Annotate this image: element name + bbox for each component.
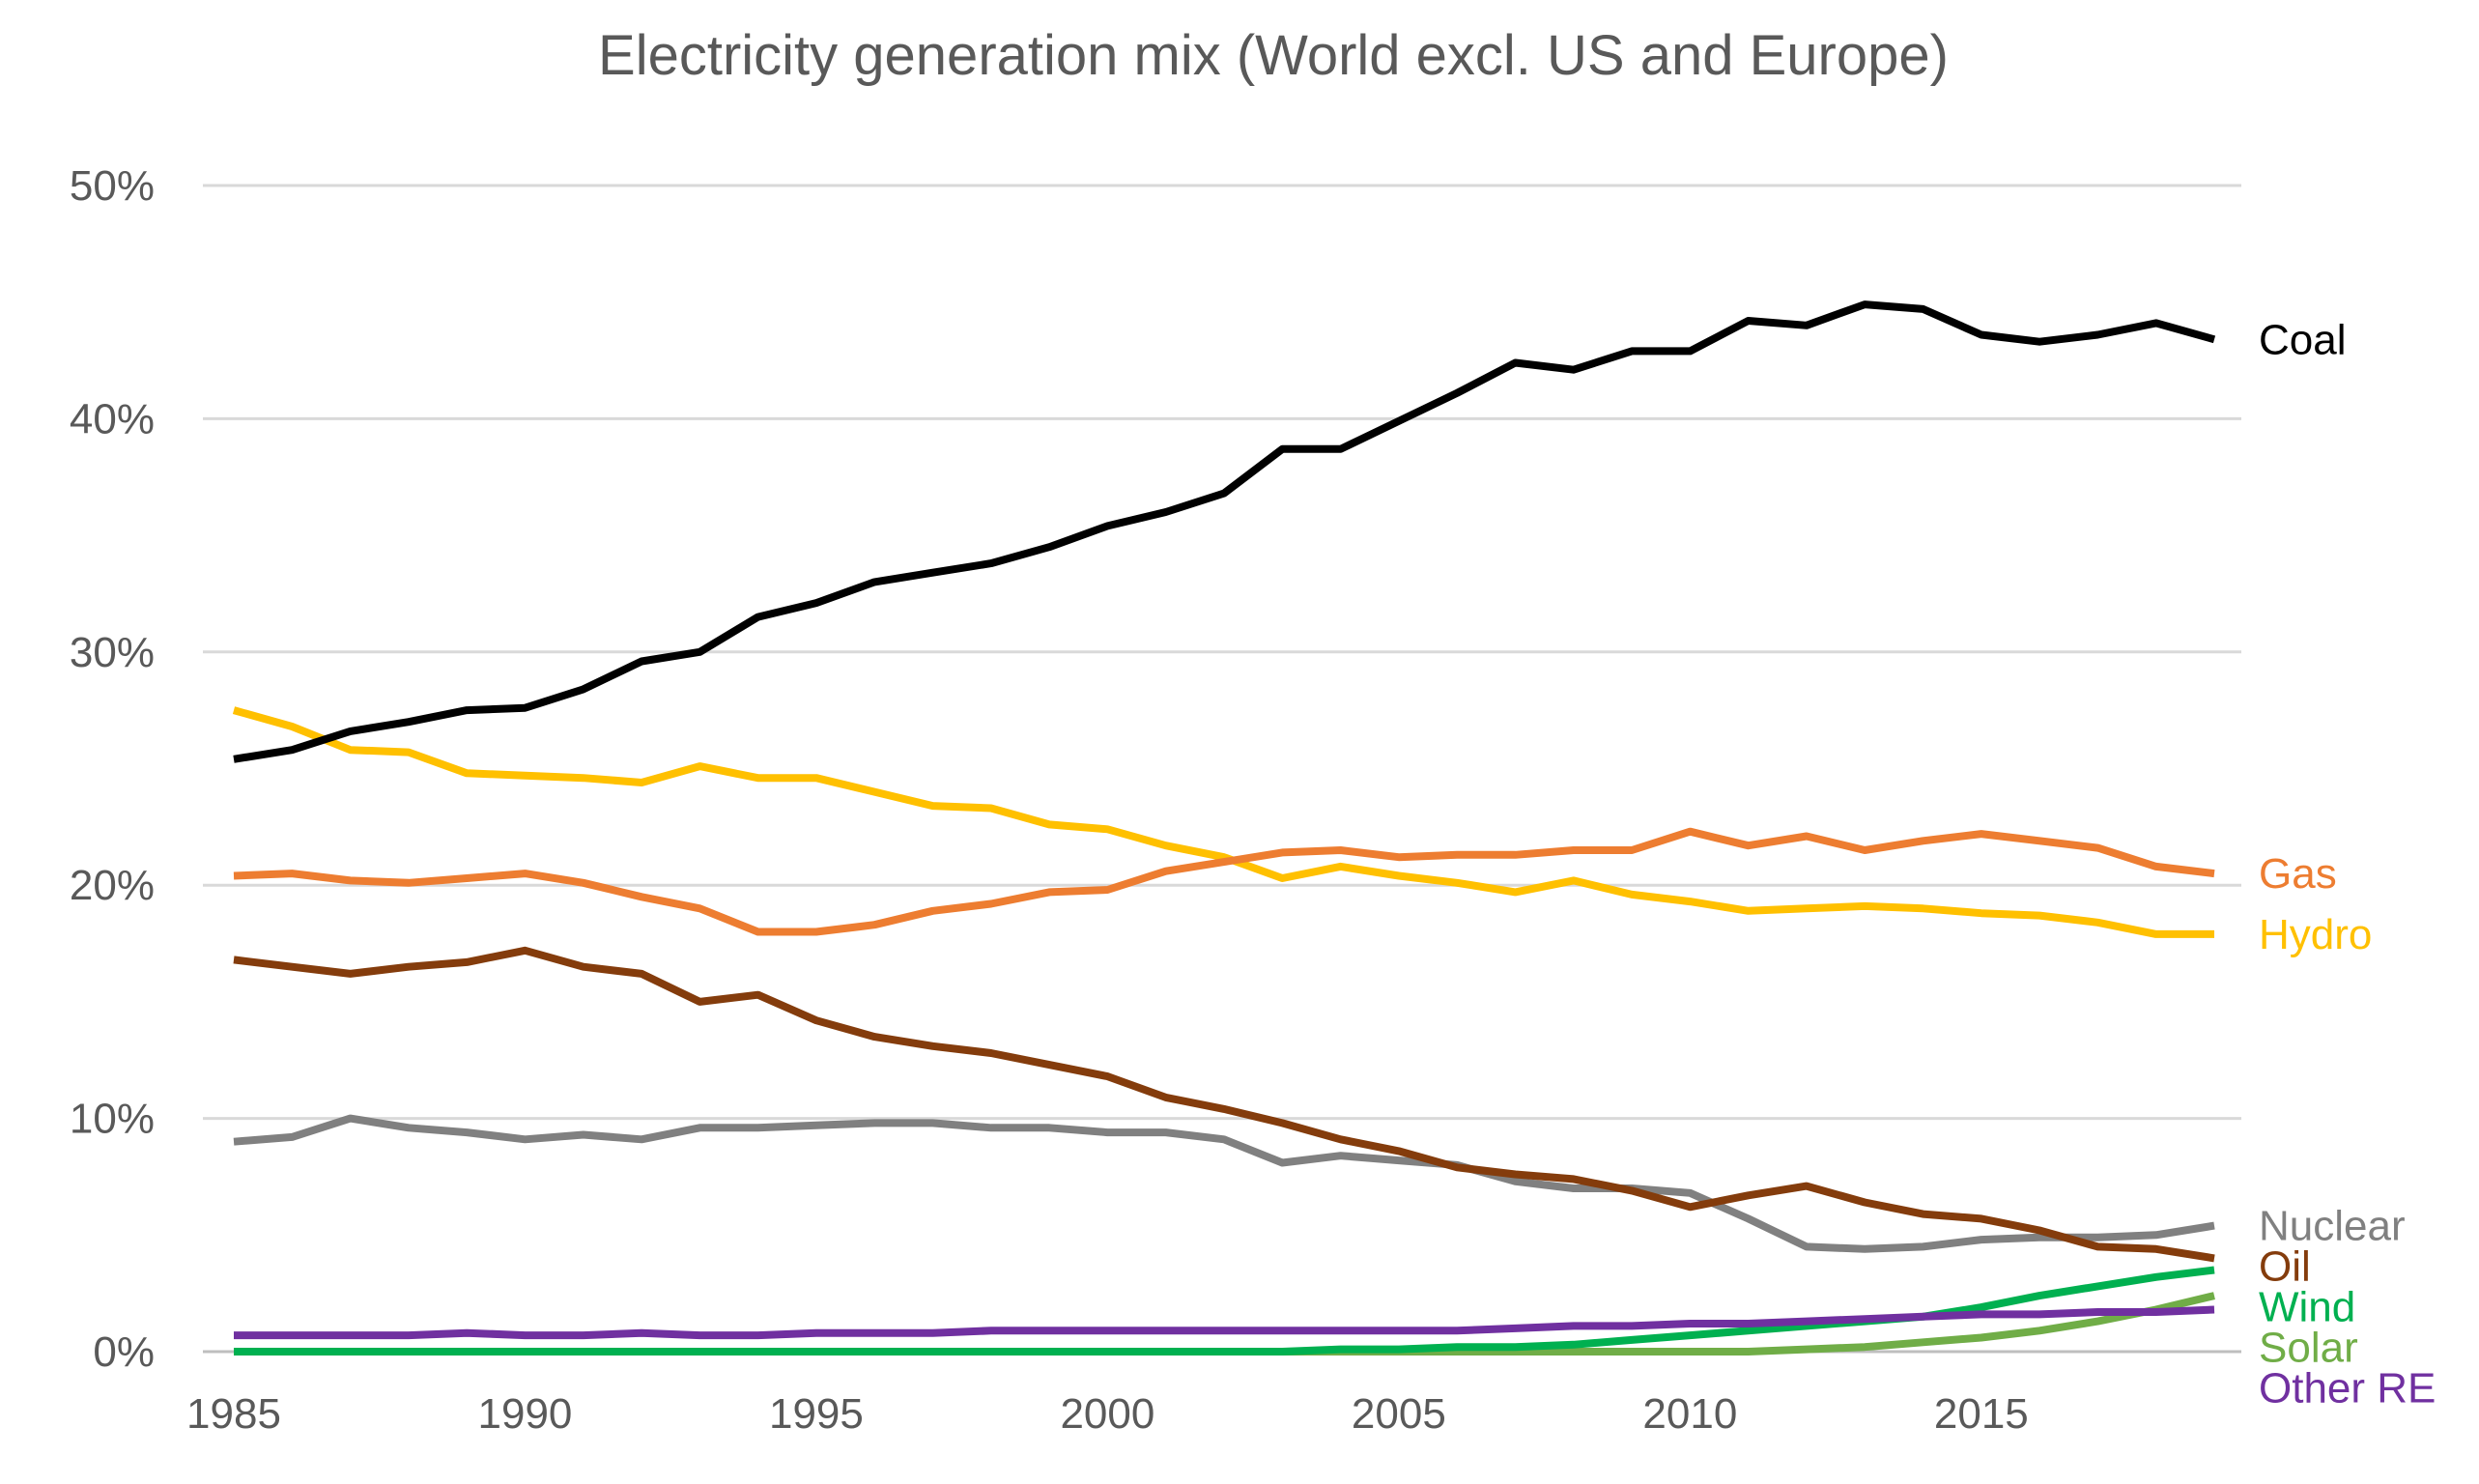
chart-title: Electricity generation mix (World excl. … <box>598 24 1949 87</box>
series-line-coal <box>233 300 2216 763</box>
x-tick-label: 2015 <box>1934 1390 2029 1438</box>
gridlines <box>203 184 2241 1121</box>
y-tick-label: 10% <box>70 1096 155 1143</box>
series-label-coal: Coal <box>2259 316 2347 363</box>
series-label-gas: Gas <box>2259 850 2337 898</box>
y-tick-label: 20% <box>70 862 155 909</box>
series-line-solar <box>234 1292 2215 1356</box>
x-tick-label: 2000 <box>1060 1390 1154 1438</box>
x-tick-label: 2010 <box>1642 1390 1737 1438</box>
axes: 0% 10% 20% 30% 40% 50% 1985 1990 1995 2000 2005 201… <box>70 162 2241 1438</box>
series-label-solar: Solar <box>2259 1325 2358 1372</box>
y-tick-label: 0% <box>93 1328 155 1376</box>
series-line-gas <box>233 827 2215 936</box>
y-tick-label: 50% <box>70 162 155 210</box>
y-tick-label: 30% <box>70 629 155 676</box>
x-tick-label: 1990 <box>478 1390 573 1438</box>
series-label-wind: Wind <box>2259 1284 2355 1331</box>
y-tick-label: 40% <box>70 395 155 442</box>
x-tick-label: 1995 <box>769 1390 864 1438</box>
series-line-other-re <box>234 1305 2215 1340</box>
series-label-nuclear: Nuclear <box>2259 1203 2406 1250</box>
x-tick-label: 1985 <box>186 1390 281 1438</box>
x-tick-label: 2005 <box>1352 1390 1446 1438</box>
series-line-oil <box>233 946 2215 1263</box>
series-label-other-re: Other RE <box>2259 1365 2436 1413</box>
series-label-oil: Oil <box>2259 1243 2311 1291</box>
series-label-hydro: Hydro <box>2259 911 2372 958</box>
series-lines <box>232 300 2216 1356</box>
series-line-hydro <box>232 706 2214 938</box>
series-line-nuclear <box>233 1114 2215 1253</box>
